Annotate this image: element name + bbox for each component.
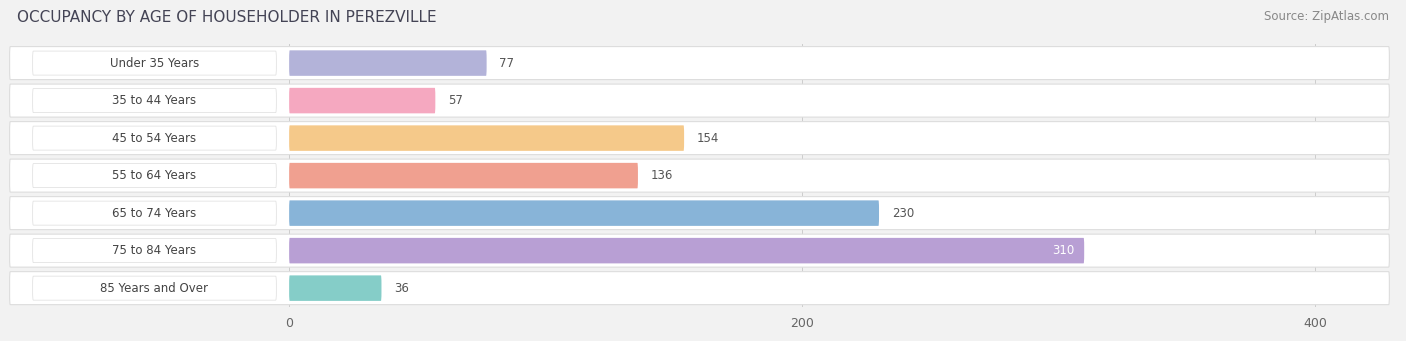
FancyBboxPatch shape xyxy=(10,159,1389,192)
FancyBboxPatch shape xyxy=(32,276,277,300)
Text: 57: 57 xyxy=(449,94,463,107)
FancyBboxPatch shape xyxy=(32,126,277,150)
Text: Source: ZipAtlas.com: Source: ZipAtlas.com xyxy=(1264,10,1389,23)
FancyBboxPatch shape xyxy=(10,197,1389,229)
FancyBboxPatch shape xyxy=(290,88,436,113)
FancyBboxPatch shape xyxy=(32,89,277,113)
FancyBboxPatch shape xyxy=(10,84,1389,117)
Text: 55 to 64 Years: 55 to 64 Years xyxy=(112,169,197,182)
Text: 65 to 74 Years: 65 to 74 Years xyxy=(112,207,197,220)
FancyBboxPatch shape xyxy=(10,234,1389,267)
Text: 77: 77 xyxy=(499,57,515,70)
Text: 154: 154 xyxy=(697,132,720,145)
Text: 85 Years and Over: 85 Years and Over xyxy=(100,282,208,295)
FancyBboxPatch shape xyxy=(290,125,685,151)
Text: 36: 36 xyxy=(394,282,409,295)
Text: Under 35 Years: Under 35 Years xyxy=(110,57,200,70)
FancyBboxPatch shape xyxy=(32,164,277,188)
FancyBboxPatch shape xyxy=(32,201,277,225)
Text: 45 to 54 Years: 45 to 54 Years xyxy=(112,132,197,145)
Text: 75 to 84 Years: 75 to 84 Years xyxy=(112,244,197,257)
FancyBboxPatch shape xyxy=(32,51,277,75)
FancyBboxPatch shape xyxy=(290,50,486,76)
FancyBboxPatch shape xyxy=(10,47,1389,79)
Text: 136: 136 xyxy=(651,169,673,182)
FancyBboxPatch shape xyxy=(290,238,1084,263)
Text: 35 to 44 Years: 35 to 44 Years xyxy=(112,94,197,107)
FancyBboxPatch shape xyxy=(290,276,381,301)
FancyBboxPatch shape xyxy=(32,239,277,263)
FancyBboxPatch shape xyxy=(290,163,638,188)
FancyBboxPatch shape xyxy=(10,122,1389,154)
FancyBboxPatch shape xyxy=(290,201,879,226)
Text: 310: 310 xyxy=(1052,244,1074,257)
Text: 230: 230 xyxy=(891,207,914,220)
Text: OCCUPANCY BY AGE OF HOUSEHOLDER IN PEREZVILLE: OCCUPANCY BY AGE OF HOUSEHOLDER IN PEREZ… xyxy=(17,10,436,25)
FancyBboxPatch shape xyxy=(10,272,1389,305)
